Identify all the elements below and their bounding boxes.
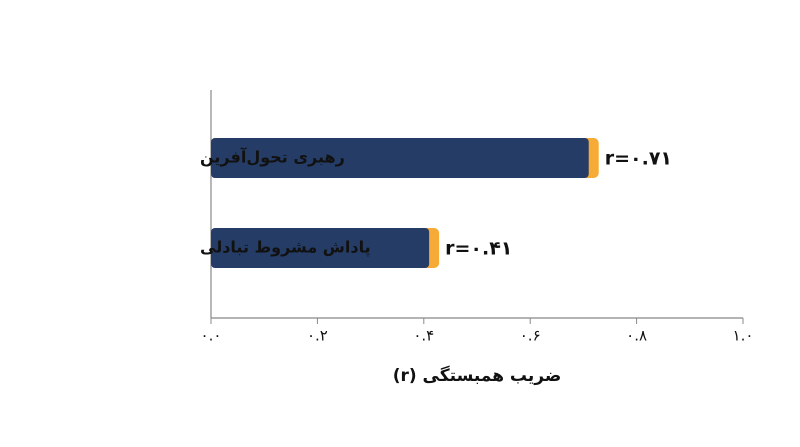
bar xyxy=(211,138,589,178)
x-tick-label: ۰.۶ xyxy=(520,327,541,345)
value-label: r=۰.۴۱ xyxy=(445,238,512,260)
x-tick-label: ۰.۰ xyxy=(201,327,222,345)
x-axis-label: ضریب همبستگی (r) xyxy=(393,365,562,386)
x-tick-label: ۰.۸ xyxy=(626,327,647,345)
x-tick-label: ۰.۴ xyxy=(413,327,434,345)
category-label: پاداش مشروط تبادلی xyxy=(200,238,371,258)
x-tick-label: ۱.۰ xyxy=(733,327,754,345)
category-label: رهبری تحول‌آفرین xyxy=(200,147,345,167)
x-tick-label: ۰.۲ xyxy=(307,327,328,345)
bar xyxy=(211,228,430,268)
value-label: r=۰.۷۱ xyxy=(605,148,672,170)
